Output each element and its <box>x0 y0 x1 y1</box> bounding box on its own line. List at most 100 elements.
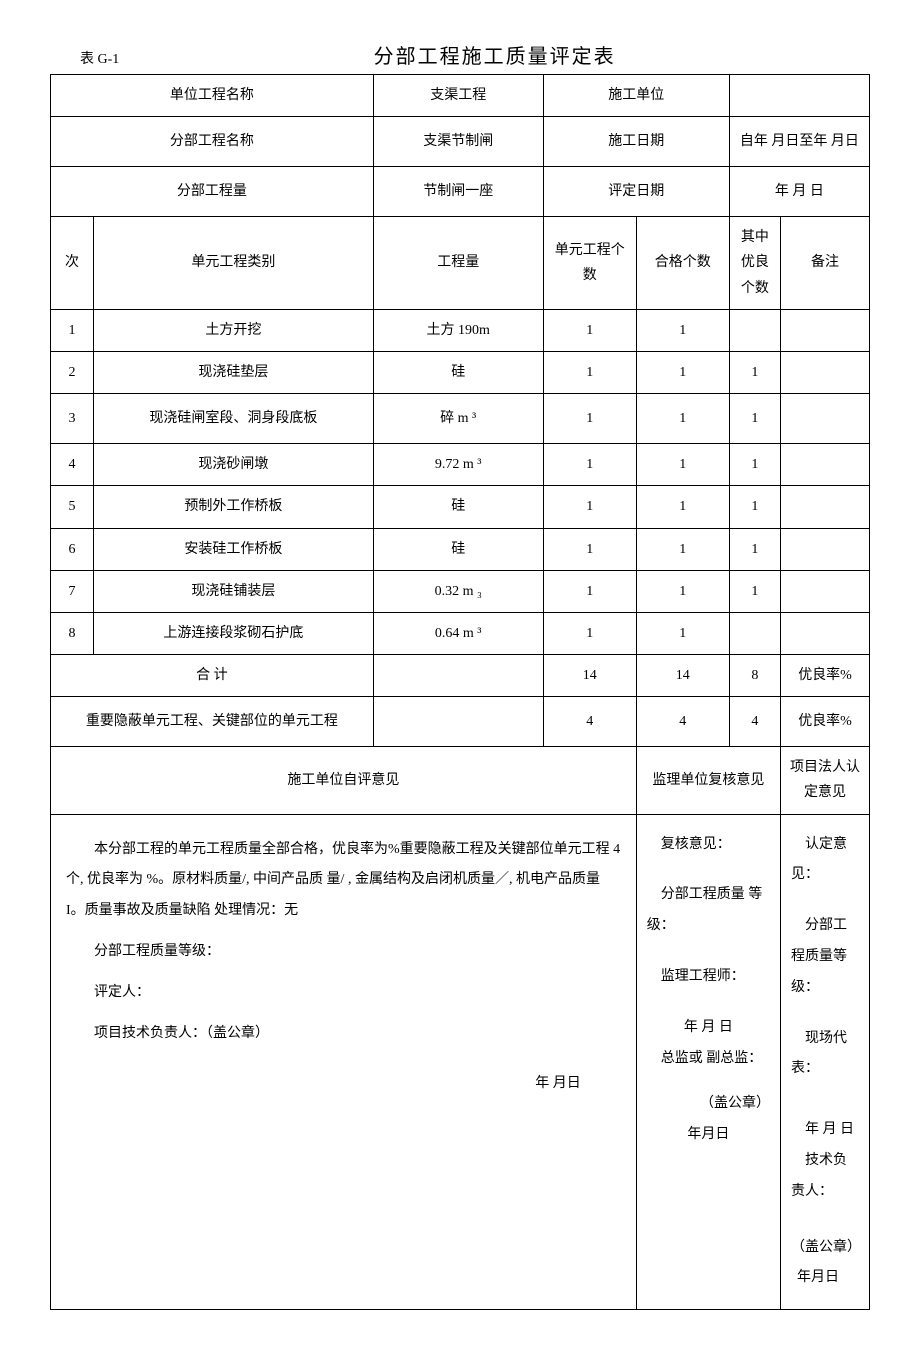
cell-remark <box>781 528 870 570</box>
unit-project-name: 支渠工程 <box>373 75 543 117</box>
cell-pass: 1 <box>636 444 729 486</box>
table-row: 5 预制外工作桥板 硅 1 1 1 <box>51 486 870 528</box>
table-row: 6 安装硅工作桥板 硅 1 1 1 <box>51 528 870 570</box>
total-qty <box>373 655 543 697</box>
info-row-3: 分部工程量 节制闸一座 评定日期 年 月 日 <box>51 167 870 217</box>
self-grade: 分部工程质量等级： <box>66 937 621 968</box>
cell-count: 1 <box>543 612 636 654</box>
cell-type: 上游连接段浆砌石护底 <box>94 612 374 654</box>
supervisor-label: 监理单位复核意见 <box>636 747 780 814</box>
division-qty: 节制闸一座 <box>373 167 543 217</box>
total-count: 14 <box>543 655 636 697</box>
cell-qty: 0.32 m ₃ <box>373 570 543 612</box>
cell-qty: 硅 <box>373 486 543 528</box>
cell-seq: 2 <box>51 351 94 393</box>
owner-label: 项目法人认定意见 <box>781 747 870 814</box>
self-eval-text: 本分部工程的单元工程质量全部合格，优良率为%重要隐蔽工程及关键部位单元工程 4 … <box>66 835 621 927</box>
cell-count: 1 <box>543 351 636 393</box>
cell-pass: 1 <box>636 612 729 654</box>
sup-date: 年 月 日 <box>647 1013 770 1044</box>
sup-engineer: 监理工程师： <box>647 962 770 993</box>
owner-date: 年 月 日 <box>791 1115 859 1146</box>
sup-director: 总监或 副总监： <box>647 1044 770 1075</box>
cell-count: 1 <box>543 309 636 351</box>
important-count: 4 <box>543 697 636 747</box>
cell-qty: 土方 190m <box>373 309 543 351</box>
owner-content: 认定意见： 分部工程质量等级： 现场代表： 年 月 日 技术负责人： （盖公章）… <box>781 814 870 1310</box>
cell-seq: 7 <box>51 570 94 612</box>
total-label: 合 计 <box>51 655 374 697</box>
table-row: 2 现浇硅垫层 硅 1 1 1 <box>51 351 870 393</box>
total-pass: 14 <box>636 655 729 697</box>
col-count: 单元工程个数 <box>543 217 636 310</box>
cell-pass: 1 <box>636 528 729 570</box>
cell-qty: 碎 m ³ <box>373 394 543 444</box>
important-row: 重要隐蔽单元工程、关键部位的单元工程 4 4 4 优良率% <box>51 697 870 747</box>
eval-date: 年 月 日 <box>729 167 869 217</box>
page-container: 表 G-1 分部工程施工质量评定表 单位工程名称 支渠工程 施工单位 分部工程名… <box>50 40 870 1310</box>
cell-pass: 1 <box>636 394 729 444</box>
cell-type: 现浇硅闸室段、洞身段底板 <box>94 394 374 444</box>
cell-type: 现浇砂闸墩 <box>94 444 374 486</box>
sup-grade: 分部工程质量 等级： <box>647 880 770 942</box>
cell-remark <box>781 351 870 393</box>
sup-seal: （盖公章） <box>647 1089 770 1120</box>
cell-pass: 1 <box>636 309 729 351</box>
construction-unit-label: 施工单位 <box>543 75 729 117</box>
construction-date-label: 施工日期 <box>543 117 729 167</box>
unit-project-name-label: 单位工程名称 <box>51 75 374 117</box>
cell-qty: 9.72 m ³ <box>373 444 543 486</box>
cell-pass: 1 <box>636 570 729 612</box>
construction-date: 自年 月日至年 月日 <box>729 117 869 167</box>
col-qty: 工程量 <box>373 217 543 310</box>
self-eval-content: 本分部工程的单元工程质量全部合格，优良率为%重要隐蔽工程及关键部位单元工程 4 … <box>51 814 637 1310</box>
supervisor-content: 复核意见： 分部工程质量 等级： 监理工程师： 年 月 日 总监或 副总监： （… <box>636 814 780 1310</box>
cell-pass: 1 <box>636 486 729 528</box>
table-row: 8 上游连接段浆砌石护底 0.64 m ³ 1 1 <box>51 612 870 654</box>
cell-seq: 4 <box>51 444 94 486</box>
cell-qty: 0.64 m ³ <box>373 612 543 654</box>
cell-type: 预制外工作桥板 <box>94 486 374 528</box>
cell-seq: 1 <box>51 309 94 351</box>
cell-remark <box>781 309 870 351</box>
table-row: 1 土方开挖 土方 190m 1 1 <box>51 309 870 351</box>
owner-date2: 年月日 <box>791 1263 859 1294</box>
column-header-row: 次 单元工程类别 工程量 单元工程个数 合格个数 其中优良个数 备注 <box>51 217 870 310</box>
cell-excellent <box>729 612 780 654</box>
cell-pass: 1 <box>636 351 729 393</box>
cell-excellent: 1 <box>729 528 780 570</box>
self-eval-label: 施工单位自评意见 <box>51 747 637 814</box>
owner-opinion: 认定意见： <box>791 830 859 892</box>
info-row-2: 分部工程名称 支渠节制闸 施工日期 自年 月日至年 月日 <box>51 117 870 167</box>
construction-unit <box>729 75 869 117</box>
col-remark: 备注 <box>781 217 870 310</box>
cell-remark <box>781 612 870 654</box>
owner-grade: 分部工程质量等级： <box>791 911 859 1003</box>
cell-count: 1 <box>543 394 636 444</box>
table-row: 3 现浇硅闸室段、洞身段底板 碎 m ³ 1 1 1 <box>51 394 870 444</box>
main-table: 单位工程名称 支渠工程 施工单位 分部工程名称 支渠节制闸 施工日期 自年 月日… <box>50 74 870 1310</box>
eval-date-label: 评定日期 <box>543 167 729 217</box>
important-qty <box>373 697 543 747</box>
cell-count: 1 <box>543 528 636 570</box>
sup-review: 复核意见： <box>647 830 770 861</box>
col-seq: 次 <box>51 217 94 310</box>
self-assessor: 评定人： <box>66 978 621 1009</box>
cell-excellent: 1 <box>729 394 780 444</box>
col-excellent: 其中优良个数 <box>729 217 780 310</box>
info-row-1: 单位工程名称 支渠工程 施工单位 <box>51 75 870 117</box>
page-title: 分部工程施工质量评定表 <box>119 40 870 69</box>
total-excellent: 8 <box>729 655 780 697</box>
table-row: 4 现浇砂闸墩 9.72 m ³ 1 1 1 <box>51 444 870 486</box>
total-row: 合 计 14 14 8 优良率% <box>51 655 870 697</box>
total-remark: 优良率% <box>781 655 870 697</box>
division-name: 支渠节制闸 <box>373 117 543 167</box>
cell-count: 1 <box>543 570 636 612</box>
important-pass: 4 <box>636 697 729 747</box>
col-pass: 合格个数 <box>636 217 729 310</box>
cell-excellent: 1 <box>729 570 780 612</box>
cell-seq: 5 <box>51 486 94 528</box>
cell-remark <box>781 394 870 444</box>
opinion-content-row: 本分部工程的单元工程质量全部合格，优良率为%重要隐蔽工程及关键部位单元工程 4 … <box>51 814 870 1310</box>
owner-seal: （盖公章） <box>791 1233 859 1264</box>
